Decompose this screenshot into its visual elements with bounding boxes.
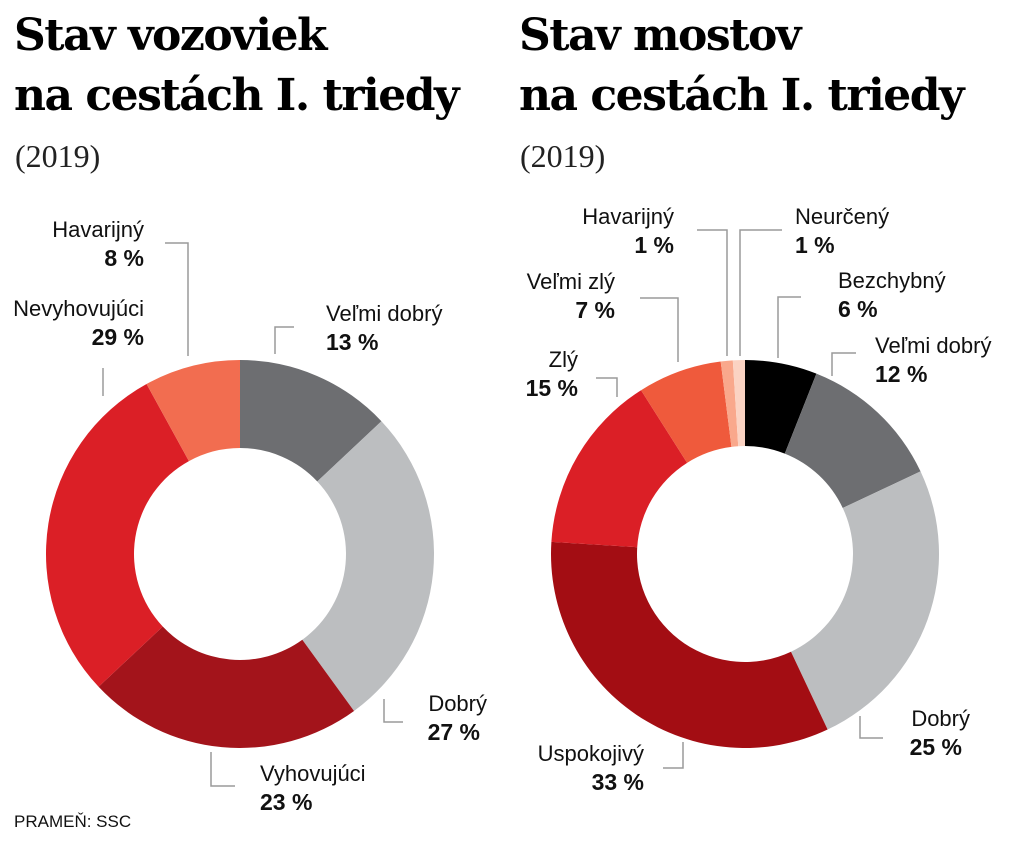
chart-2-title: Stav mostov na cestách I. triedy [519, 6, 965, 126]
slice-label: Nevyhovujúci [13, 296, 144, 321]
donut-slice [46, 383, 189, 687]
slice-label: Havarijný [52, 217, 144, 242]
donut-slice [551, 390, 688, 548]
slice-value-label: 23 % [260, 789, 312, 815]
slice-value-label: 29 % [92, 324, 144, 350]
slice-label: Veľmi zlý [527, 269, 615, 294]
chart-1-title-line1: Stav vozoviek [14, 10, 328, 61]
donut-slice [790, 471, 939, 730]
source-note: PRAMEŇ: SSC [14, 812, 132, 831]
donut-slice [784, 373, 921, 509]
donut-slice [302, 421, 434, 711]
slice-value-label: 33 % [592, 769, 644, 795]
donut-slice [720, 360, 739, 447]
leader-line [739, 229, 782, 356]
chart-2-subtitle: (2019) [520, 138, 606, 174]
slice-value-label: 25 % [910, 734, 962, 760]
slice-value-label: 1 % [795, 232, 835, 258]
slice-value-label: 7 % [575, 297, 615, 323]
slice-value-label: 15 % [526, 375, 578, 401]
leader-line [596, 377, 618, 397]
slice-label: Neurčený [795, 204, 889, 229]
leader-line [274, 326, 294, 354]
donut-slice [98, 626, 355, 748]
leader-line [210, 752, 235, 787]
leader-line [697, 229, 728, 356]
leader-line [777, 296, 801, 358]
leader-line [663, 742, 684, 769]
slice-value-label: 6 % [838, 296, 878, 322]
slice-label: Bezchybný [838, 268, 946, 293]
donut-slice [732, 360, 745, 447]
slice-label: Veľmi dobrý [875, 333, 991, 358]
slice-label: Veľmi dobrý [326, 301, 442, 326]
donut-slice [240, 360, 382, 482]
chart-1-subtitle: (2019) [15, 138, 101, 174]
slice-label: Dobrý [911, 706, 970, 731]
chart-2-donut: Bezchybný 6 % Veľmi dobrý 12 % Dobrý 25 % Uspo… [526, 204, 992, 795]
slice-value-label: 1 % [634, 232, 674, 258]
donut-slice [551, 541, 828, 748]
slice-label: Havarijný [582, 204, 674, 229]
leader-line [165, 242, 189, 356]
chart-2-title-line1: Stav mostov [519, 10, 801, 61]
slice-label: Dobrý [428, 691, 487, 716]
slice-label: Vyhovujúci [260, 761, 366, 786]
leader-line [831, 352, 856, 376]
leader-line [383, 699, 403, 723]
slice-label: Uspokojivý [538, 741, 644, 766]
slice-value-label: 8 % [104, 245, 144, 271]
slice-label: Zlý [549, 347, 578, 372]
chart-1-title-line2: na cestách I. triedy [14, 70, 460, 121]
donut-slice [146, 360, 240, 462]
slice-value-label: 12 % [875, 361, 927, 387]
slice-value-label: 27 % [428, 719, 480, 745]
chart-1-donut: Veľmi dobrý 13 % Dobrý 27 % Vyhovujúci 23 % Ne… [13, 217, 487, 815]
donut-slice [745, 360, 817, 454]
donut-slice [641, 361, 732, 463]
slice-value-label: 13 % [326, 329, 378, 355]
leader-line [640, 297, 679, 362]
chart-2-title-line2: na cestách I. triedy [519, 70, 965, 121]
leader-line [859, 716, 883, 739]
chart-1-title: Stav vozoviek na cestách I. triedy [14, 6, 460, 126]
